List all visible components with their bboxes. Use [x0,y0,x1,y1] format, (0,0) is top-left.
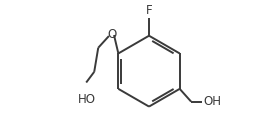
Text: HO: HO [78,93,96,106]
Text: F: F [146,4,152,17]
Text: OH: OH [203,95,221,108]
Text: O: O [107,28,116,41]
